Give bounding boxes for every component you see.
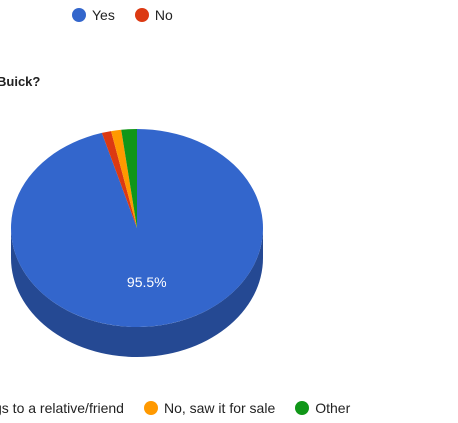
top-legend: Yes No (72, 7, 193, 23)
bottom-legend: gs to a relative/friend No, saw it for s… (0, 400, 370, 416)
legend-item-yes[interactable]: Yes (72, 7, 115, 23)
legend-swatch-no (134, 8, 149, 22)
legend-label-yes: Yes (92, 7, 115, 23)
legend-label-saw-for-sale: No, saw it for sale (163, 400, 276, 416)
legend-item-saw-for-sale[interactable]: No, saw it for sale (143, 400, 276, 416)
legend-label-other: Other (315, 400, 351, 416)
pie-slice-2[interactable] (111, 129, 137, 228)
chart-title: Buick? (0, 74, 41, 89)
pie-data-label-0: 95.5% (127, 274, 167, 290)
pie-slice-0[interactable] (11, 129, 264, 327)
legend-swatch-saw-for-sale (143, 401, 158, 415)
legend-item-relative-friend[interactable]: gs to a relative/friend (0, 400, 124, 416)
legend-item-no[interactable]: No (134, 7, 173, 23)
legend-label-relative-friend: gs to a relative/friend (0, 400, 124, 416)
pie-slice-3[interactable] (121, 129, 137, 228)
pie-side-0 (11, 228, 263, 357)
legend-label-no: No (154, 7, 173, 23)
pie-slice-1[interactable] (101, 131, 137, 228)
legend-swatch-other (295, 401, 310, 415)
legend-swatch-yes (72, 8, 86, 22)
legend-item-other[interactable]: Other (295, 400, 350, 416)
